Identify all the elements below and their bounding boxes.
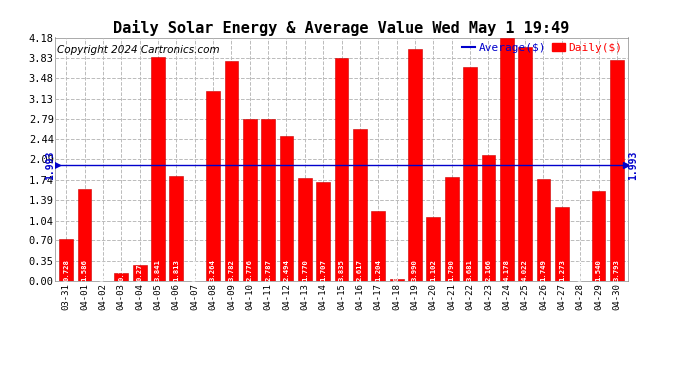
Text: 0.011: 0.011	[192, 259, 198, 280]
Bar	[115, 273, 128, 281]
Text: 3.264: 3.264	[210, 259, 216, 280]
Text: 0.046: 0.046	[393, 259, 400, 280]
Bar	[151, 57, 165, 281]
Text: 3.990: 3.990	[412, 259, 418, 280]
Bar	[555, 207, 569, 281]
Bar	[463, 67, 477, 281]
Bar	[390, 279, 404, 281]
Text: 3.681: 3.681	[467, 259, 473, 280]
Bar	[408, 49, 422, 281]
Text: 4.022: 4.022	[522, 259, 528, 280]
Text: 0.728: 0.728	[63, 259, 69, 280]
Text: 1.813: 1.813	[173, 259, 179, 280]
Text: 3.841: 3.841	[155, 259, 161, 280]
Text: 2.776: 2.776	[247, 259, 253, 280]
Text: 1.204: 1.204	[375, 259, 382, 280]
Bar	[262, 119, 275, 281]
Text: 0.139: 0.139	[118, 259, 124, 280]
Bar	[188, 280, 201, 281]
Bar	[78, 189, 92, 281]
Bar	[537, 179, 551, 281]
Bar	[500, 38, 513, 281]
Bar	[518, 47, 532, 281]
Bar	[243, 119, 257, 281]
Bar	[170, 176, 184, 281]
Bar	[279, 136, 293, 281]
Legend: Average($), Daily($): Average($), Daily($)	[462, 43, 622, 53]
Text: 1.993: 1.993	[46, 150, 55, 180]
Text: 0.276: 0.276	[137, 259, 143, 280]
Text: 2.617: 2.617	[357, 259, 363, 280]
Text: 2.494: 2.494	[284, 259, 290, 280]
Text: 0.000: 0.000	[577, 259, 583, 280]
Text: 1.707: 1.707	[320, 259, 326, 280]
Bar	[426, 217, 440, 281]
Title: Daily Solar Energy & Average Value Wed May 1 19:49: Daily Solar Energy & Average Value Wed M…	[113, 20, 570, 36]
Text: 3.793: 3.793	[614, 259, 620, 280]
Bar	[316, 182, 330, 281]
Bar	[132, 265, 146, 281]
Bar	[482, 155, 495, 281]
Text: 4.178: 4.178	[504, 259, 510, 280]
Text: 1.770: 1.770	[302, 259, 308, 280]
Text: 1.273: 1.273	[559, 259, 565, 280]
Text: 1.102: 1.102	[431, 259, 436, 280]
Bar	[610, 60, 624, 281]
Bar	[445, 177, 459, 281]
Bar	[371, 211, 385, 281]
Text: Copyright 2024 Cartronics.com: Copyright 2024 Cartronics.com	[57, 45, 219, 55]
Text: 1.749: 1.749	[540, 259, 546, 280]
Bar	[224, 61, 238, 281]
Bar	[298, 178, 312, 281]
Bar	[59, 239, 73, 281]
Text: 1.993: 1.993	[628, 150, 638, 180]
Text: 3.782: 3.782	[228, 259, 235, 280]
Text: 1.790: 1.790	[448, 259, 455, 280]
Bar	[591, 192, 605, 281]
Bar	[353, 129, 367, 281]
Bar	[335, 58, 348, 281]
Text: 0.000: 0.000	[100, 259, 106, 280]
Text: 1.540: 1.540	[595, 259, 602, 280]
Text: 2.166: 2.166	[485, 259, 491, 280]
Text: 1.586: 1.586	[81, 259, 88, 280]
Text: 2.787: 2.787	[265, 259, 271, 280]
Text: 3.835: 3.835	[339, 259, 344, 280]
Bar	[206, 91, 220, 281]
